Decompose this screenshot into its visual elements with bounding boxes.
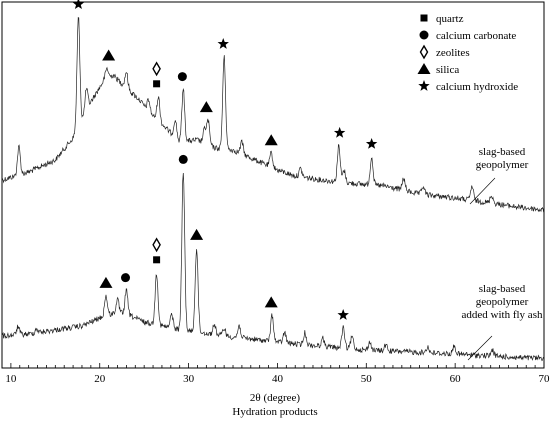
x-tick-label-40: 40 bbox=[272, 373, 284, 385]
legend-symbol-star bbox=[418, 80, 430, 91]
legend: quartz calcium carbonate zeolites silica cal… bbox=[417, 13, 518, 93]
legend-label-4: silica bbox=[436, 64, 459, 76]
series-line-1 bbox=[1, 16, 544, 213]
peak-marker-circle-s2-2 bbox=[121, 273, 131, 283]
series-line-2 bbox=[1, 172, 544, 362]
plot-frame bbox=[1, 1, 545, 369]
legend-symbol-triangle bbox=[417, 63, 431, 74]
peak-marker-square-s1-3 bbox=[153, 80, 161, 88]
legend-label-2: calcium carbonate bbox=[436, 30, 516, 42]
peak-marker-diamond-s2-4 bbox=[152, 237, 161, 253]
peak-marker-triangle-s2-7 bbox=[264, 296, 278, 308]
marker-layer bbox=[72, 0, 378, 320]
peak-marker-triangle-s1-8 bbox=[264, 134, 278, 146]
peak-marker-triangle-s1-6 bbox=[199, 101, 213, 113]
peak-marker-square-s2-3 bbox=[153, 256, 161, 264]
series-label-2-line-3: added with fly ash bbox=[462, 309, 543, 321]
legend-symbol-circle bbox=[419, 30, 429, 40]
peak-marker-star-s1-7 bbox=[217, 38, 229, 49]
x-tick-label-20: 20 bbox=[94, 373, 106, 385]
x-tick-label-70: 70 bbox=[539, 373, 550, 385]
peak-marker-diamond-s1-4 bbox=[152, 61, 161, 77]
peak-marker-star-s2-8 bbox=[337, 309, 349, 320]
peak-marker-triangle-s2-6 bbox=[190, 228, 204, 240]
series-label-2-line-2: geopolymer bbox=[476, 296, 529, 308]
peak-marker-star-s1-10 bbox=[365, 137, 378, 149]
legend-label-3: zeolites bbox=[436, 47, 470, 59]
series-layer bbox=[1, 16, 544, 362]
x-tick-label-50: 50 bbox=[361, 373, 373, 385]
peak-marker-triangle-s1-2 bbox=[102, 49, 116, 61]
peak-marker-star-s1-1 bbox=[72, 0, 85, 10]
legend-symbol-square bbox=[420, 14, 428, 22]
series-leader-line-2 bbox=[467, 335, 493, 361]
x-tick-label-10: 10 bbox=[5, 373, 17, 385]
legend-symbol-diamond bbox=[419, 44, 429, 60]
series-leader-line-1 bbox=[469, 177, 496, 205]
peak-marker-triangle-s2-1 bbox=[99, 276, 113, 288]
peak-marker-circle-s2-5 bbox=[178, 154, 188, 164]
x-axis-label: 2θ (degree) bbox=[250, 392, 300, 404]
series-label-1-line-2: geopolymer bbox=[476, 159, 529, 171]
series-labels: slag-basedgeopolymerslag-basedgeopolymer… bbox=[462, 146, 543, 361]
legend-label-5: calcium hydroxide bbox=[436, 81, 518, 93]
series-label-1-line-1: slag-based bbox=[479, 146, 526, 158]
legend-label-1: quartz bbox=[436, 13, 464, 25]
x-tick-label-60: 60 bbox=[450, 373, 462, 385]
x-tick-label-30: 30 bbox=[183, 373, 195, 385]
series-label-2-line-1: slag-based bbox=[479, 283, 526, 295]
peak-marker-circle-s1-5 bbox=[177, 72, 187, 82]
x-axis: 10 20 30 40 50 60 70 bbox=[1, 363, 550, 385]
chart-caption: Hydration products bbox=[232, 406, 317, 418]
peak-marker-star-s1-9 bbox=[333, 126, 346, 138]
